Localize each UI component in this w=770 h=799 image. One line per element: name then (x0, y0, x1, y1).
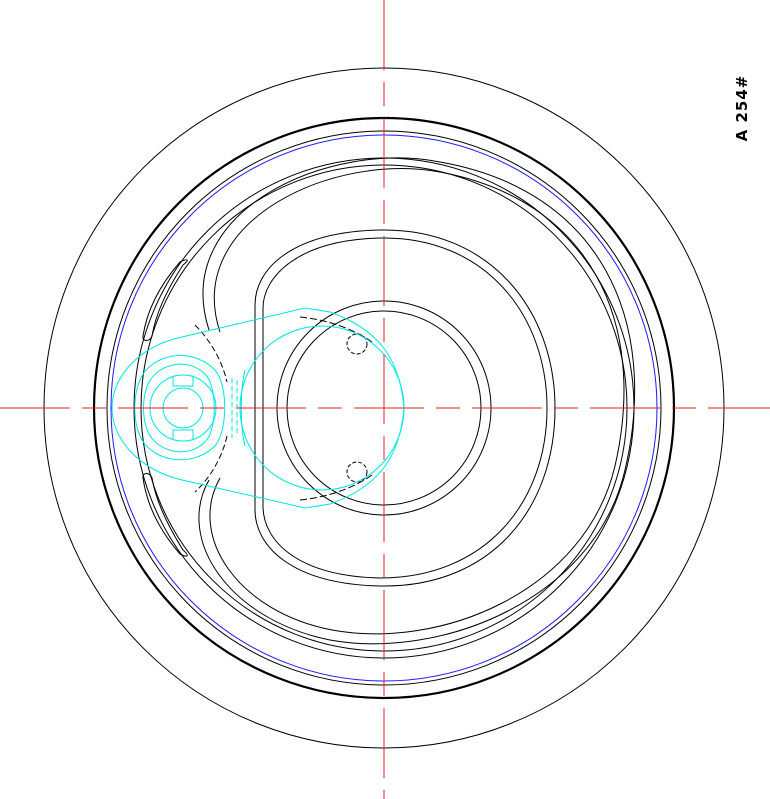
rivet-score-lower (299, 474, 373, 501)
hinge-arc-bottom (194, 435, 228, 493)
upper-slot-shape (142, 259, 188, 341)
score-outer-path (198, 157, 636, 645)
drawing-side-label: A 254# (733, 74, 751, 142)
rivet-hole-top (346, 333, 368, 355)
tab-center-notch-bottom (172, 429, 194, 439)
lower-slot-shape (142, 473, 188, 557)
score-inner-path (209, 168, 625, 635)
hinge-arc-top (194, 324, 228, 383)
tab-center-notch (172, 377, 194, 387)
tab-finger-ring-inner (143, 363, 215, 453)
pull-tab-outline (111, 307, 405, 509)
tab-finger-ring-outer (134, 355, 226, 461)
panel-inner-path (262, 237, 548, 579)
rivet-score-upper (299, 316, 373, 343)
